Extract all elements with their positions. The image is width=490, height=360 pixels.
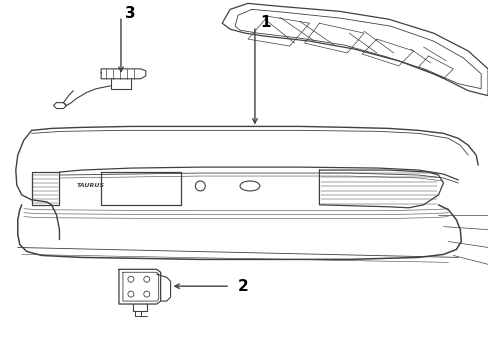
Text: TAURUS: TAURUS [76, 184, 104, 188]
Text: 1: 1 [260, 15, 270, 30]
Text: 3: 3 [125, 6, 136, 21]
Text: 2: 2 [238, 279, 249, 294]
